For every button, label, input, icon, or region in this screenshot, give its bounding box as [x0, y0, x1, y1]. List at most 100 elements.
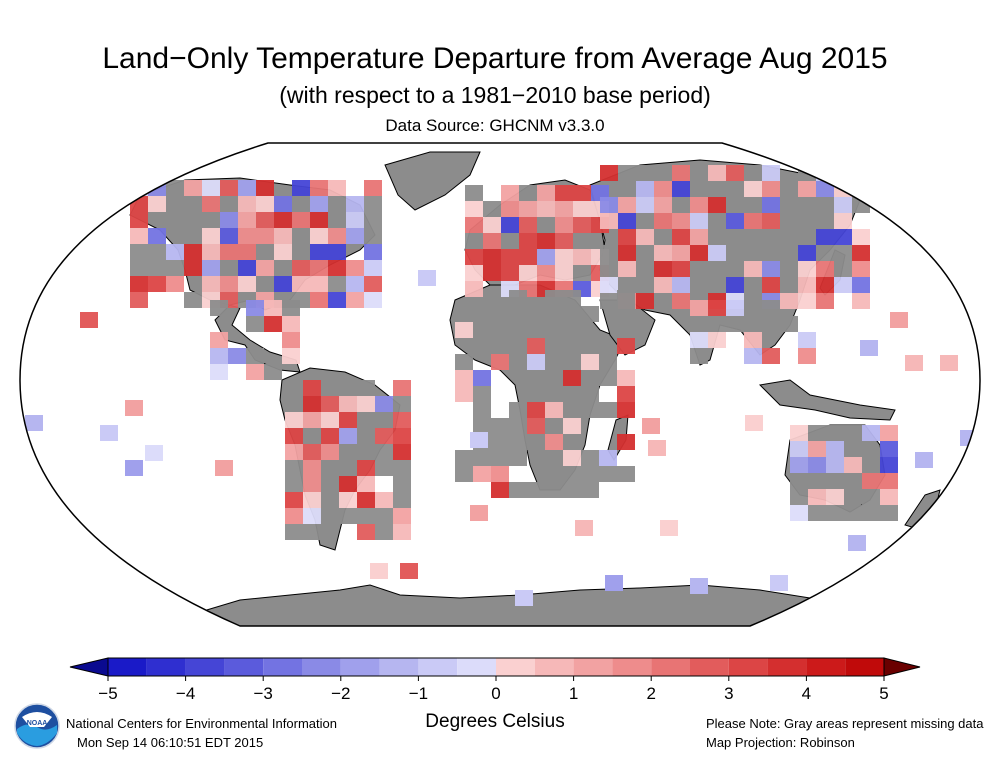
anomaly-cell: [808, 441, 826, 457]
anomaly-cell: [256, 276, 274, 292]
anomaly-cell: [618, 245, 636, 261]
colorbar-swatch: [108, 658, 147, 676]
anomaly-cell: [357, 444, 375, 460]
anomaly-cell: [790, 489, 808, 505]
anomaly-cell: [780, 197, 798, 213]
anomaly-cell: [519, 185, 537, 201]
anomaly-cell: [762, 348, 780, 364]
anomaly-cell: [581, 450, 599, 466]
anomaly-cell: [690, 277, 708, 293]
anomaly-cell: [393, 524, 411, 540]
anomaly-cell: [509, 418, 527, 434]
anomaly-cell: [816, 261, 834, 277]
anomaly-cell: [491, 418, 509, 434]
anomaly-cell: [834, 213, 852, 229]
anomaly-cell: [880, 489, 898, 505]
anomaly-cell: [256, 180, 274, 196]
anomaly-cell: [880, 473, 898, 489]
anomaly-cell: [215, 460, 233, 476]
anomaly-cell: [264, 364, 282, 380]
anomaly-cell: [852, 277, 870, 293]
anomaly-cell: [599, 354, 617, 370]
anomaly-cell: [184, 180, 202, 196]
colorbar-tick-label: 0: [491, 684, 501, 703]
anomaly-cell: [473, 322, 491, 338]
anomaly-cell: [563, 418, 581, 434]
anomaly-cell: [148, 244, 166, 260]
anomaly-cell: [816, 277, 834, 293]
anomaly-cell: [339, 492, 357, 508]
anomaly-cell: [321, 444, 339, 460]
anomaly-cell: [310, 180, 328, 196]
anomaly-cell: [491, 354, 509, 370]
anomaly-cell: [581, 306, 599, 322]
anomaly-cell: [862, 505, 880, 521]
anomaly-cell: [762, 277, 780, 293]
units-label: Degrees Celsius: [425, 711, 565, 732]
anomaly-cell: [654, 293, 672, 309]
anomaly-cell: [834, 229, 852, 245]
anomaly-cell: [852, 229, 870, 245]
anomaly-cell: [617, 338, 635, 354]
anomaly-cell: [328, 276, 346, 292]
anomaly-cell: [220, 244, 238, 260]
anomaly-cell: [282, 348, 300, 364]
colorbar-swatch: [418, 658, 458, 676]
anomaly-cell: [880, 441, 898, 457]
anomaly-cell: [636, 165, 654, 181]
anomaly-cell: [501, 265, 519, 281]
anomaly-cell: [483, 217, 501, 233]
anomaly-cell: [708, 332, 726, 348]
anomaly-cell: [130, 260, 148, 276]
anomaly-cell: [328, 180, 346, 196]
anomaly-cell: [816, 245, 834, 261]
anomaly-cell: [862, 489, 880, 505]
anomaly-cell: [599, 466, 617, 482]
anomaly-cell: [285, 460, 303, 476]
anomaly-cell: [844, 425, 862, 441]
anomaly-cell: [537, 201, 555, 217]
anomaly-cell: [274, 228, 292, 244]
anomaly-cell: [636, 261, 654, 277]
anomaly-cell: [130, 244, 148, 260]
anomaly-cell: [220, 180, 238, 196]
anomaly-cell: [238, 196, 256, 212]
anomaly-cell: [375, 460, 393, 476]
anomaly-cell: [393, 444, 411, 460]
colorbar-swatch: [457, 658, 496, 676]
anomaly-cell: [581, 338, 599, 354]
anomaly-cell: [473, 450, 491, 466]
anomaly-cell: [599, 450, 617, 466]
anomaly-cell: [465, 217, 483, 233]
anomaly-cell: [285, 412, 303, 428]
anomaly-cell: [292, 180, 310, 196]
colorbar-swatch: [302, 658, 341, 676]
anomaly-cell: [654, 165, 672, 181]
anomaly-cell: [256, 228, 274, 244]
anomaly-cell: [618, 261, 636, 277]
anomaly-cell: [744, 213, 762, 229]
anomaly-cell: [537, 249, 555, 265]
anomaly-cell: [844, 505, 862, 521]
anomaly-cell: [357, 396, 375, 412]
anomaly-cell: [762, 197, 780, 213]
anomaly-cell: [581, 354, 599, 370]
anomaly-cell: [364, 260, 382, 276]
anomaly-cell: [852, 165, 870, 181]
anomaly-cell: [473, 402, 491, 418]
anomaly-cell: [166, 180, 184, 196]
anomaly-cell: [166, 276, 184, 292]
anomaly-cell: [672, 277, 690, 293]
anomaly-cell: [708, 300, 726, 316]
anomaly-cell: [346, 196, 364, 212]
anomaly-cell: [654, 277, 672, 293]
anomaly-cell: [790, 473, 808, 489]
anomaly-cell: [852, 293, 870, 309]
anomaly-cell: [798, 181, 816, 197]
anomaly-cell: [473, 386, 491, 402]
anomaly-cell: [321, 412, 339, 428]
anomaly-cell: [617, 402, 635, 418]
anomaly-cell: [563, 482, 581, 498]
anomaly-cell: [726, 261, 744, 277]
anomaly-cell: [455, 386, 473, 402]
